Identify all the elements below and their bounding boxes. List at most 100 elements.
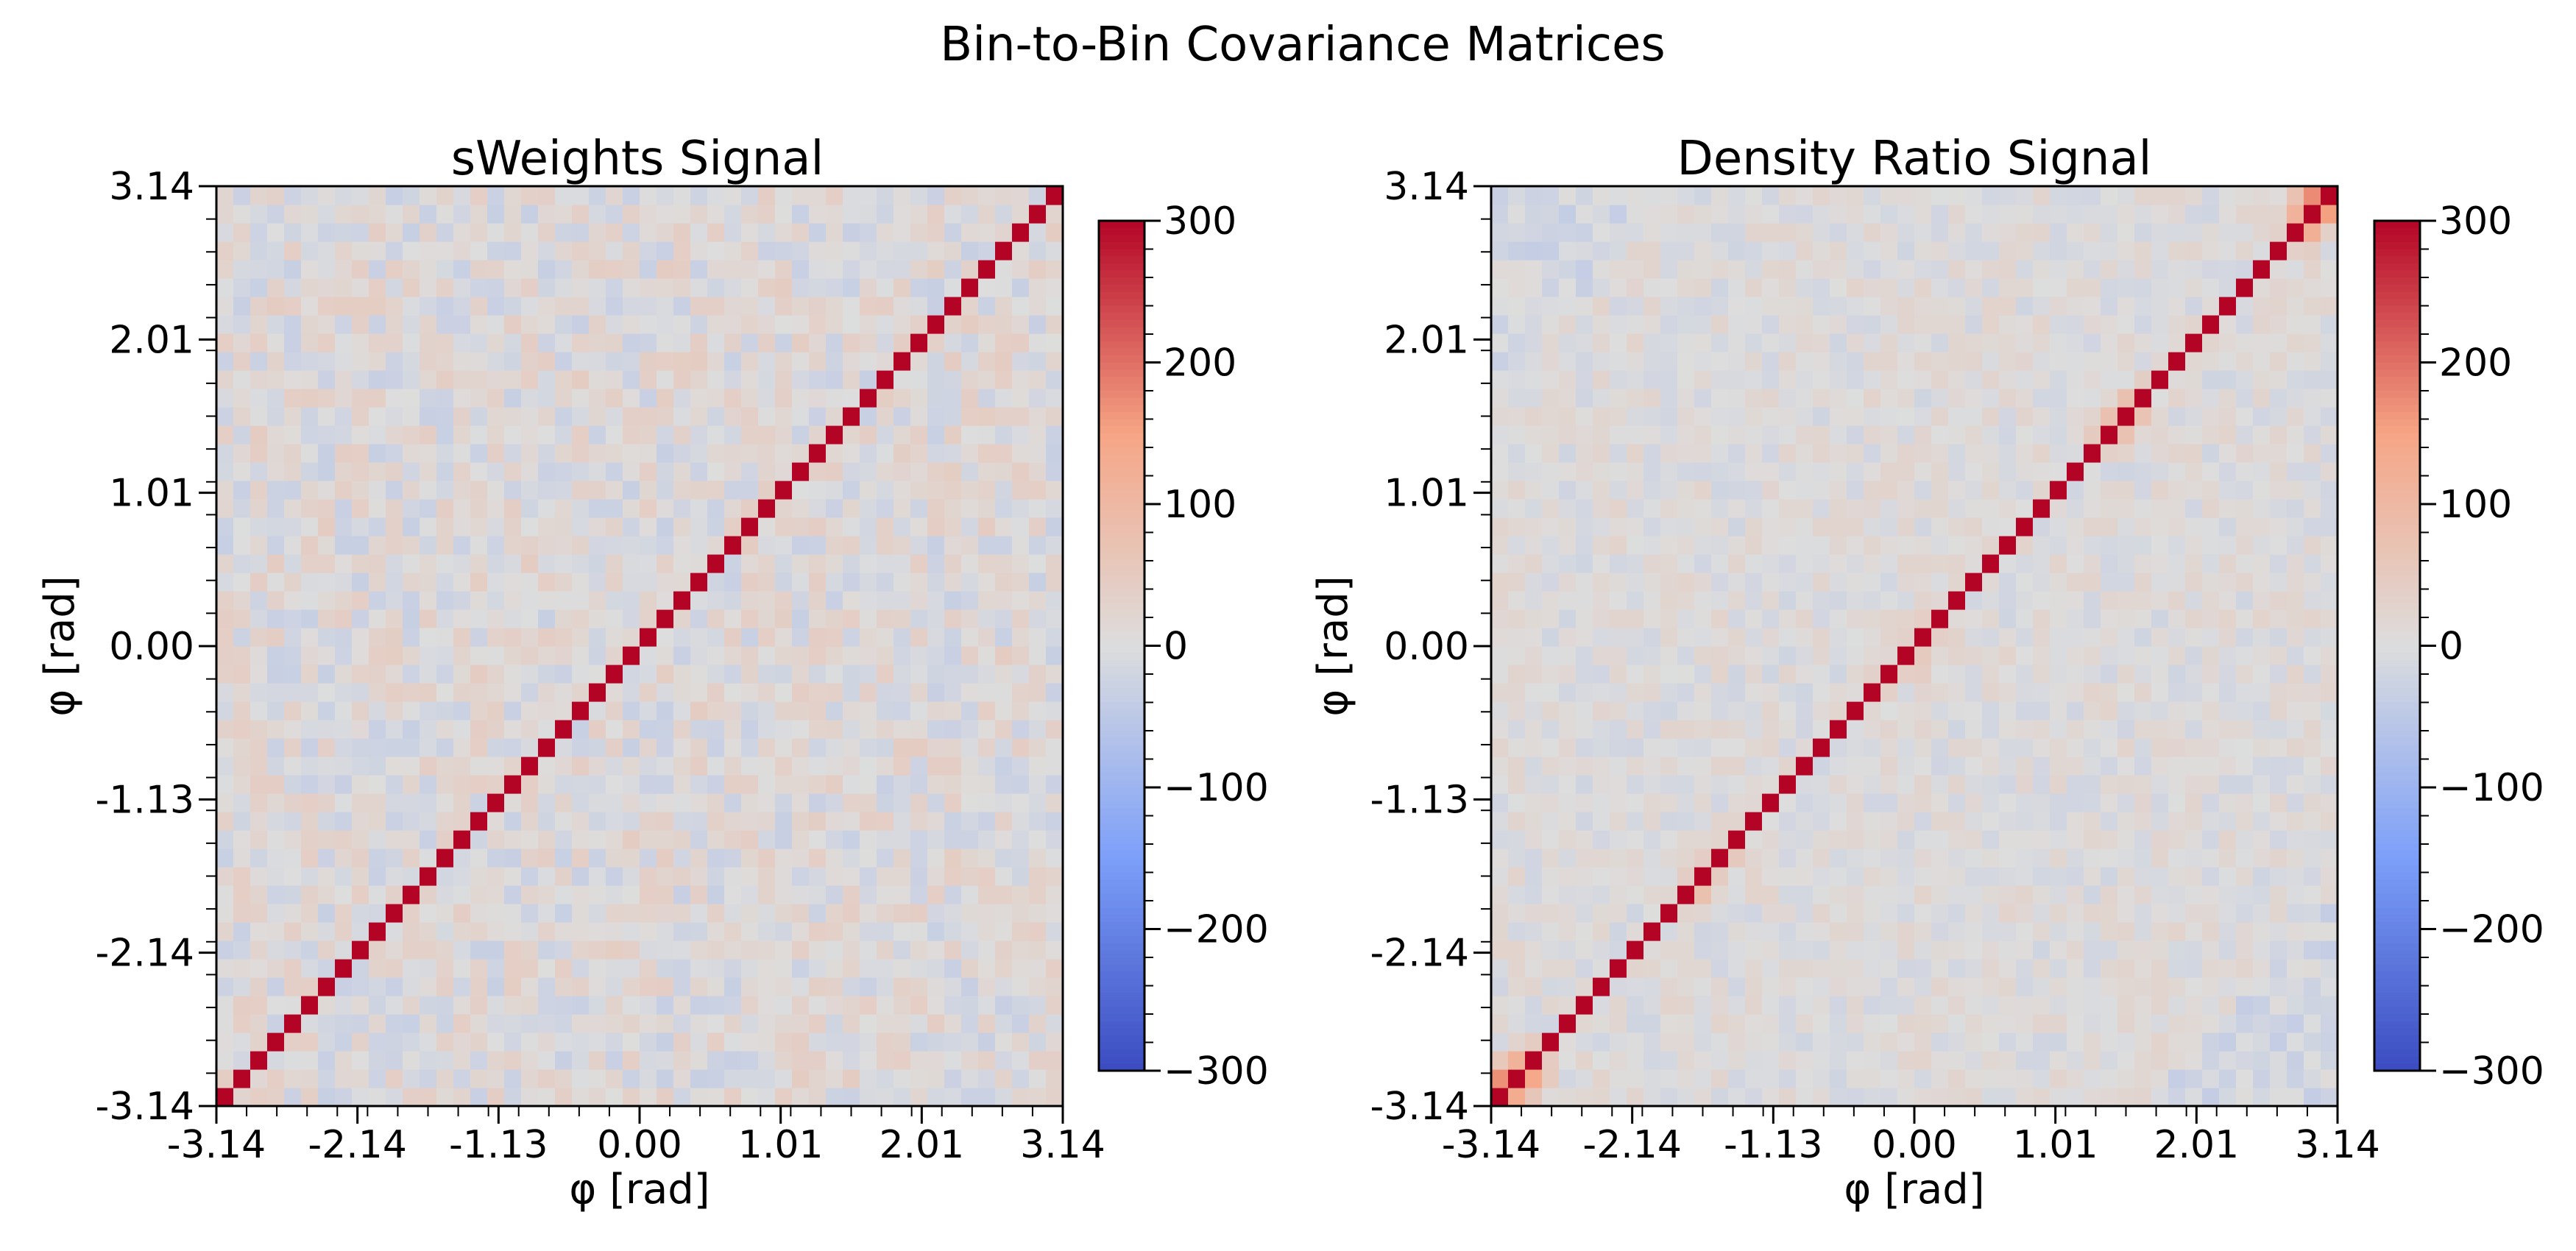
heatmap-cell	[403, 315, 420, 334]
heatmap-cell	[606, 499, 623, 518]
heatmap-cell	[978, 940, 996, 960]
heatmap-cell	[589, 1069, 606, 1088]
heatmap-cell	[2050, 241, 2067, 261]
heatmap-cell	[995, 315, 1013, 334]
heatmap-cell	[894, 481, 911, 500]
heatmap-cell	[470, 683, 488, 702]
heatmap-cell	[690, 848, 708, 868]
heatmap-cell	[1711, 701, 1729, 720]
heatmap-cell	[2101, 333, 2118, 352]
heatmap-cell	[606, 1051, 623, 1070]
heatmap-cell	[2134, 738, 2152, 757]
heatmap-cell	[1508, 205, 1526, 224]
heatmap-cell	[657, 260, 674, 279]
heatmap-cell	[1029, 959, 1047, 978]
heatmap-cell	[335, 260, 353, 279]
heatmap-cell	[843, 628, 860, 647]
heatmap-cell	[1999, 940, 2017, 960]
heatmap-cell	[673, 609, 691, 628]
heatmap-cell	[1999, 793, 2017, 812]
heatmap-cell	[538, 793, 556, 812]
heatmap-cell	[1830, 665, 1847, 684]
heatmap-cell	[233, 554, 251, 573]
heatmap-cell	[809, 609, 827, 628]
heatmap-cell	[2202, 959, 2220, 978]
heatmap-cell	[944, 738, 962, 757]
heatmap-cell	[927, 554, 945, 573]
heatmap-cell	[1627, 609, 1644, 628]
heatmap-cell-diagonal	[1931, 609, 1949, 628]
heatmap-cell	[1914, 1014, 1932, 1033]
heatmap-cell	[538, 186, 556, 205]
heatmap-cell	[267, 848, 285, 868]
heatmap-cell	[910, 205, 928, 224]
heatmap-cell	[572, 333, 590, 352]
heatmap-cell	[1897, 481, 1915, 500]
heatmap-cell	[436, 720, 454, 739]
heatmap-cell	[453, 756, 471, 776]
heatmap-cell	[403, 536, 420, 555]
heatmap-cell	[420, 1014, 437, 1033]
heatmap-cell	[1982, 389, 2000, 408]
heatmap-cell	[1508, 297, 1526, 316]
heatmap-cell	[877, 591, 894, 610]
heatmap-cell	[826, 536, 843, 555]
heatmap-cell	[1660, 720, 1678, 739]
heatmap-cell	[2101, 554, 2118, 573]
heatmap-cell	[843, 223, 860, 242]
heatmap-cell	[2016, 370, 2034, 389]
heatmap-cell	[1576, 278, 1593, 297]
heatmap-cell	[673, 444, 691, 463]
heatmap-cell	[1796, 223, 1814, 242]
heatmap-cell	[555, 499, 573, 518]
heatmap-cell	[2134, 1088, 2152, 1107]
heatmap-cell	[1677, 1069, 1695, 1088]
heatmap-cell	[436, 775, 454, 794]
heatmap-cell	[741, 1032, 759, 1052]
heatmap-cell	[1830, 297, 1847, 316]
heatmap-cell	[2016, 1032, 2034, 1052]
heatmap-cell	[555, 1051, 573, 1070]
heatmap-cell	[420, 425, 437, 444]
heatmap-cell	[606, 186, 623, 205]
heatmap-cell	[792, 683, 810, 702]
heatmap-cell	[487, 186, 505, 205]
heatmap-cell	[2185, 1032, 2203, 1052]
heatmap-cell	[1576, 812, 1593, 831]
heatmap-cell	[792, 536, 810, 555]
heatmap-cell	[1012, 573, 1030, 592]
heatmap-cell	[606, 205, 623, 224]
heatmap-cell	[673, 812, 691, 831]
heatmap-cell	[572, 425, 590, 444]
heatmap-cell	[555, 223, 573, 242]
heatmap-cell	[1012, 407, 1030, 426]
colorbar-segment	[1099, 447, 1144, 456]
heatmap-cell	[1999, 462, 2017, 481]
heatmap-cell	[1999, 646, 2017, 665]
heatmap-cell	[572, 848, 590, 868]
heatmap-cell	[1677, 352, 1695, 371]
heatmap-cell	[1762, 628, 1780, 647]
heatmap-cell	[1029, 609, 1047, 628]
heatmap-cell	[910, 407, 928, 426]
heatmap-cell	[1880, 1032, 1898, 1052]
heatmap-cell	[453, 646, 471, 665]
heatmap-cell	[555, 756, 573, 776]
heatmap-cell	[792, 573, 810, 592]
heatmap-cell	[318, 260, 336, 279]
heatmap-cell	[538, 1032, 556, 1052]
heatmap-cell	[1593, 481, 1610, 500]
heatmap-cell	[521, 665, 539, 684]
heatmap-cell	[995, 848, 1013, 868]
heatmap-cell	[1046, 389, 1064, 408]
heatmap-cell	[555, 922, 573, 941]
heatmap-cell	[1948, 389, 1966, 408]
heatmap-cell	[2236, 646, 2254, 665]
heatmap-cell	[1847, 1069, 1864, 1088]
heatmap-cell	[369, 683, 386, 702]
heatmap-cell	[1880, 867, 1898, 886]
heatmap-cell	[1029, 389, 1047, 408]
heatmap-cell	[944, 1088, 962, 1107]
heatmap-cell	[1610, 481, 1627, 500]
heatmap-cell	[284, 389, 302, 408]
